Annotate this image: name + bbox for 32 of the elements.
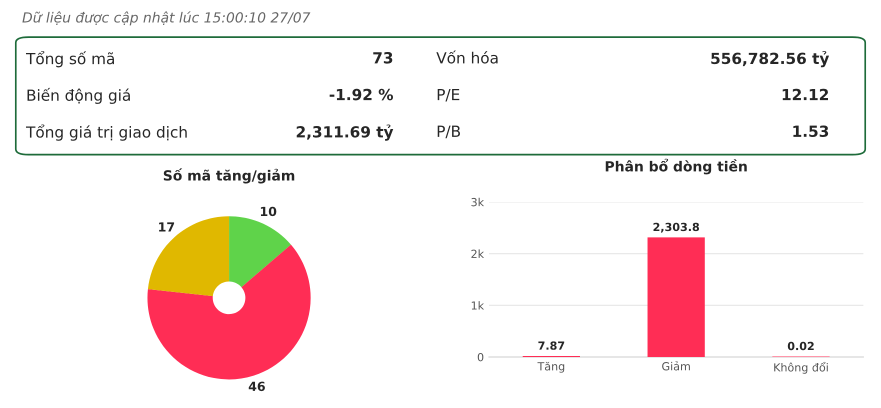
- donut-slice: [229, 216, 291, 288]
- x-tick-label: Không đổi: [774, 362, 828, 374]
- x-tick-label: Tăng: [537, 362, 564, 373]
- data-label: 0.02: [788, 342, 814, 350]
- text: Biến động giá: [28, 88, 130, 104]
- x-tick-label: Giảm: [662, 361, 690, 370]
- text: P/E: [438, 88, 460, 102]
- data-label: 10: [260, 206, 276, 216]
- text: P/B: [438, 126, 460, 138]
- data-label: 17: [159, 222, 174, 232]
- y-tick-label: 1k: [472, 301, 484, 310]
- y-tick-label: 0: [478, 352, 484, 362]
- chart-title: Số mã tăng/giảm: [164, 168, 294, 184]
- text: 12.12: [782, 88, 828, 100]
- text: Vốn hóa: [436, 50, 498, 64]
- text: Tổng giá trị giao dịch: [26, 124, 187, 141]
- data-label: 7.87: [538, 341, 564, 350]
- text: 2,311.69 tỷ: [296, 124, 394, 141]
- y-tick-label: 2k: [471, 249, 484, 258]
- data-label: 2,303.8: [654, 222, 700, 233]
- chart-title: Phân bổ dòng tiền: [606, 158, 747, 174]
- text: 1.53: [793, 125, 828, 138]
- text: 73: [373, 52, 392, 64]
- donut-slice: [148, 216, 230, 296]
- text: Dữ liệu được cập nhật lúc 15:00:10 27/07: [22, 11, 310, 26]
- donut-slice: [147, 244, 311, 380]
- text: Tổng số mã: [26, 51, 114, 68]
- bar: [648, 237, 705, 357]
- y-tick-label: 3k: [471, 198, 484, 206]
- text: 556,782.56 tỷ: [711, 51, 830, 68]
- data-label: 46: [248, 382, 265, 392]
- text: -1.92 %: [330, 88, 394, 100]
